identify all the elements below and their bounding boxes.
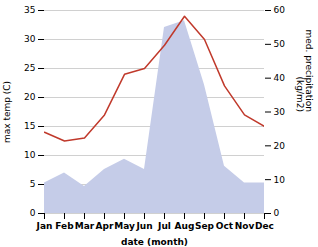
- svg-text:35: 35: [24, 5, 35, 15]
- svg-text:Sep: Sep: [195, 221, 215, 231]
- svg-text:Dec: Dec: [255, 221, 274, 231]
- svg-text:med. precipitation(kg/m2): med. precipitation(kg/m2): [295, 30, 314, 112]
- svg-text:Feb: Feb: [55, 221, 74, 231]
- svg-text:Aug: Aug: [175, 221, 195, 231]
- svg-text:5: 5: [30, 179, 36, 189]
- svg-text:Nov: Nov: [235, 221, 255, 231]
- svg-text:Jun: Jun: [135, 221, 152, 231]
- svg-text:25: 25: [24, 63, 35, 73]
- svg-text:date (month): date (month): [121, 237, 188, 247]
- svg-text:Mar: Mar: [75, 221, 95, 231]
- svg-text:20: 20: [274, 141, 286, 151]
- svg-text:30: 30: [24, 34, 36, 44]
- svg-text:May: May: [114, 221, 135, 231]
- svg-text:20: 20: [24, 92, 36, 102]
- svg-text:10: 10: [274, 175, 286, 185]
- svg-text:Oct: Oct: [216, 221, 234, 231]
- svg-text:0: 0: [30, 208, 36, 218]
- svg-text:0: 0: [274, 208, 280, 218]
- svg-text:10: 10: [24, 150, 36, 160]
- svg-text:40: 40: [274, 73, 286, 83]
- svg-text:60: 60: [274, 5, 286, 15]
- svg-text:15: 15: [24, 121, 35, 131]
- svg-text:Jul: Jul: [157, 221, 171, 231]
- svg-text:Jan: Jan: [36, 221, 53, 231]
- svg-text:50: 50: [274, 39, 286, 49]
- svg-text:Apr: Apr: [96, 221, 114, 231]
- svg-text:max temp (C): max temp (C): [2, 81, 12, 143]
- svg-text:30: 30: [274, 107, 286, 117]
